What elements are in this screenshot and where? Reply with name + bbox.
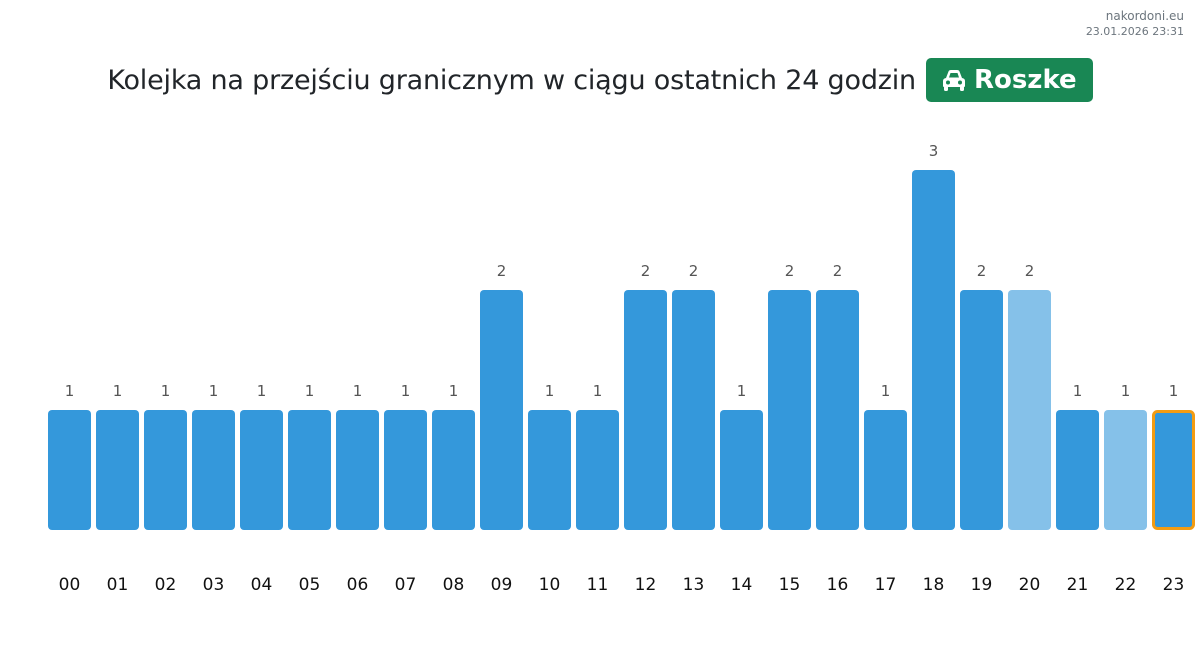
value-label-22: 1 [1121,382,1131,400]
x-tick-01: 01 [107,575,129,595]
bar-hour-01 [96,410,139,530]
crossing-name: Roszke [973,65,1077,95]
value-label-11: 1 [593,382,603,400]
x-tick-11: 11 [587,575,609,595]
x-tick-03: 03 [203,575,225,595]
bar-hour-13 [672,290,715,530]
value-label-16: 2 [833,262,843,280]
bar-hour-03 [192,410,235,530]
x-tick-17: 17 [875,575,897,595]
value-label-20: 2 [1025,262,1035,280]
bar-hour-23 [1152,410,1195,530]
x-tick-23: 23 [1163,575,1185,595]
value-label-10: 1 [545,382,555,400]
x-tick-13: 13 [683,575,705,595]
x-tick-14: 14 [731,575,753,595]
x-tick-18: 18 [923,575,945,595]
bar-hour-10 [528,410,571,530]
bar-hour-06 [336,410,379,530]
x-tick-19: 19 [971,575,993,595]
bar-hour-02 [144,410,187,530]
x-tick-20: 20 [1019,575,1041,595]
bar-hour-09 [480,290,523,530]
bar-hour-19 [960,290,1003,530]
value-label-15: 2 [785,262,795,280]
x-tick-05: 05 [299,575,321,595]
bar-hour-07 [384,410,427,530]
crossing-badge: Roszke [925,58,1093,102]
x-tick-02: 02 [155,575,177,595]
value-label-12: 2 [641,262,651,280]
value-label-17: 1 [881,382,891,400]
value-label-00: 1 [65,382,75,400]
value-label-06: 1 [353,382,363,400]
value-label-09: 2 [497,262,507,280]
bar-hour-11 [576,410,619,530]
x-tick-12: 12 [635,575,657,595]
chart-header: Kolejka na przejściu granicznym w ciągu … [0,58,1200,102]
bar-hour-14 [720,410,763,530]
x-tick-06: 06 [347,575,369,595]
value-label-05: 1 [305,382,315,400]
watermark: nakordoni.eu 23.01.2026 23:31 [1086,8,1184,40]
value-label-21: 1 [1073,382,1083,400]
value-label-19: 2 [977,262,987,280]
car-icon [940,68,968,92]
site-name: nakordoni.eu [1105,9,1184,23]
value-label-07: 1 [401,382,411,400]
bar-hour-16 [816,290,859,530]
value-label-02: 1 [161,382,171,400]
value-label-23: 1 [1169,382,1179,400]
bar-hour-05 [288,410,331,530]
value-label-18: 3 [929,142,939,160]
bar-hour-18 [912,170,955,530]
value-label-01: 1 [113,382,123,400]
bar-hour-17 [864,410,907,530]
x-tick-00: 00 [59,575,81,595]
bar-hour-08 [432,410,475,530]
x-tick-15: 15 [779,575,801,595]
value-label-03: 1 [209,382,219,400]
x-tick-09: 09 [491,575,513,595]
x-tick-16: 16 [827,575,849,595]
value-label-13: 2 [689,262,699,280]
x-tick-08: 08 [443,575,465,595]
x-tick-10: 10 [539,575,561,595]
bar-hour-00 [48,410,91,530]
bar-hour-22 [1104,410,1147,530]
bar-hour-21 [1056,410,1099,530]
bar-hour-04 [240,410,283,530]
chart-title: Kolejka na przejściu granicznym w ciągu … [107,64,916,96]
value-label-14: 1 [737,382,747,400]
x-tick-22: 22 [1115,575,1137,595]
bar-hour-12 [624,290,667,530]
value-label-04: 1 [257,382,267,400]
bar-hour-20 [1008,290,1051,530]
x-tick-04: 04 [251,575,273,595]
timestamp: 23.01.2026 23:31 [1085,25,1184,38]
value-label-08: 1 [449,382,459,400]
bar-hour-15 [768,290,811,530]
x-tick-07: 07 [395,575,417,595]
x-tick-21: 21 [1067,575,1089,595]
